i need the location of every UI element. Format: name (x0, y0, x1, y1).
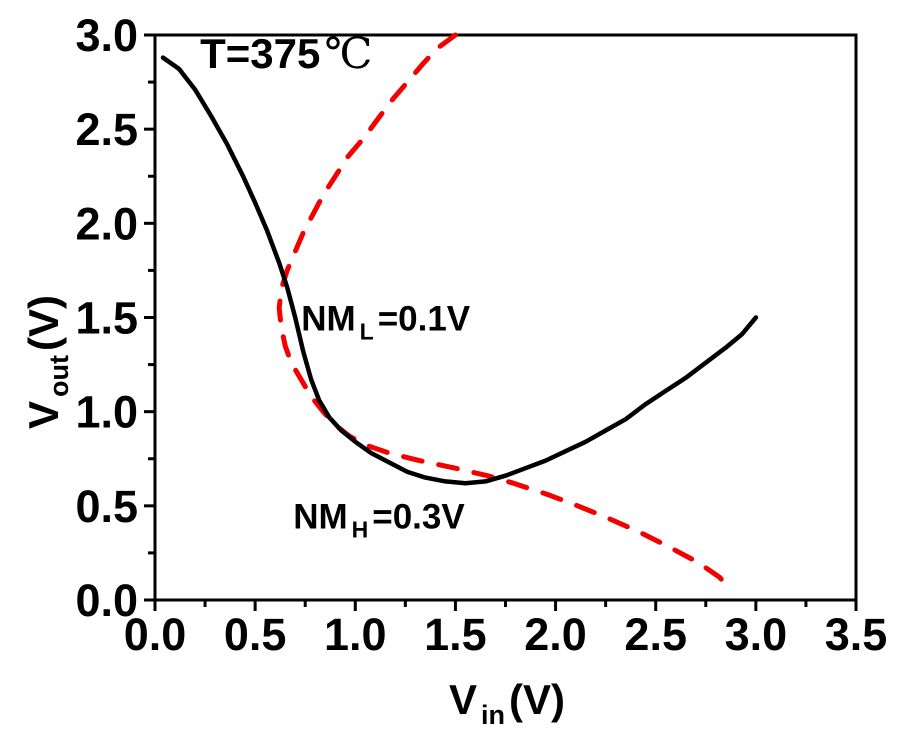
x-tick-label: 1.5 (424, 609, 487, 660)
y-tick-label: 2.0 (75, 198, 138, 249)
plot-frame (153, 33, 858, 602)
y-tick-label: 3.0 (75, 10, 138, 61)
x-tick-label: 2.0 (524, 609, 587, 660)
x-axis-ticks (153, 600, 858, 611)
temperature-annotation: T=375 ℃ (200, 29, 372, 79)
x-tick-label: 0.5 (224, 609, 287, 660)
degree-celsius-symbol: ℃ (324, 29, 372, 79)
noise-margin-low-annotation: NM L =0.1V (301, 300, 471, 345)
y-tick-label: 0.5 (75, 481, 138, 532)
x-axis-tick-labels: 0.0 0.5 1.0 1.5 2.0 2.5 3.0 3.5 (124, 609, 888, 660)
y-tick-label: 1.5 (75, 293, 138, 344)
y-tick-label: 0.0 (75, 575, 138, 626)
y-axis-tick-labels: 0.0 0.5 1.0 1.5 2.0 2.5 3.0 (75, 10, 138, 626)
x-tick-label: 2.5 (624, 609, 687, 660)
y-axis-title: V out (V) (20, 295, 74, 429)
vtc-curve (160, 55, 759, 486)
x-axis-title: V in (V) (449, 676, 565, 730)
x-tick-label: 0.0 (124, 609, 187, 660)
x-tick-label: 3.5 (825, 609, 888, 660)
y-axis-ticks (144, 33, 155, 602)
x-tick-label: 1.0 (324, 609, 387, 660)
y-tick-label: 2.5 (75, 104, 138, 155)
x-tick-label: 3.0 (725, 609, 788, 660)
y-tick-label: 1.0 (75, 387, 138, 438)
temperature-value: T=375 (200, 30, 320, 77)
mirrored-vtc-curve (276, 32, 735, 595)
noise-margin-high-annotation: NM H =0.3V (293, 497, 465, 542)
